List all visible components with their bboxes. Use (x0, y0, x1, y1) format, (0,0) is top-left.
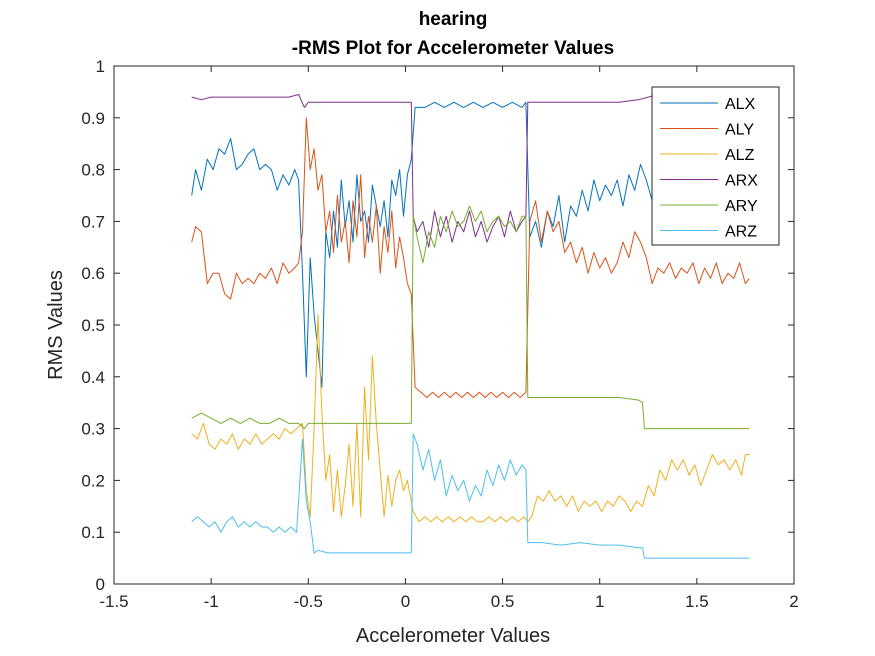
x-tick-label: 1.5 (685, 592, 709, 611)
y-axis-ticks: 0 0.1 0.2 0.3 0.4 0.5 0.6 0.7 0.8 0.9 1 (81, 57, 794, 594)
y-tick-label: 0.7 (81, 212, 105, 231)
x-axis-ticks: -1.5 -1 -0.5 0 0.5 1 1.5 2 (99, 66, 799, 611)
legend-label-ary: ARY (725, 198, 758, 215)
y-tick-label: 0.8 (81, 161, 105, 180)
y-tick-label: 0.1 (81, 523, 105, 542)
series-line-alz (191, 314, 750, 523)
series-lines (191, 94, 750, 559)
x-tick-label: 2 (789, 592, 798, 611)
chart-title-line-1: hearing (419, 9, 488, 30)
series-line-aly (191, 117, 750, 398)
legend-label-arx: ARX (725, 173, 758, 190)
y-axis-label: RMS Values (45, 270, 67, 380)
series-line-ary (191, 205, 750, 430)
x-tick-label: -1 (204, 592, 219, 611)
y-tick-label: 0.3 (81, 420, 105, 439)
series-line-arx (191, 94, 659, 248)
y-tick-label: 0.2 (81, 471, 105, 490)
x-tick-label: 1 (595, 592, 604, 611)
x-tick-label: 0.5 (491, 592, 515, 611)
y-tick-label: 0 (96, 575, 105, 594)
legend: ALX ALY ALZ ARX ARY ARZ (651, 86, 780, 246)
chart-title-line-2: -RMS Plot for Accelerometer Values (292, 38, 614, 59)
legend-label-arz: ARZ (725, 224, 757, 241)
legend-box (651, 86, 780, 246)
series-line-arz (191, 433, 750, 559)
chart-title-group: hearing -RMS Plot for Accelerometer Valu… (292, 9, 614, 59)
legend-label-aly: ALY (725, 122, 754, 139)
series-line-alx (191, 101, 659, 388)
legend-label-alx: ALX (725, 96, 756, 113)
y-tick-label: 0.9 (81, 109, 105, 128)
y-tick-label: 0.4 (81, 368, 105, 387)
y-tick-label: 0.5 (81, 316, 105, 335)
legend-label-alz: ALZ (725, 147, 755, 164)
y-tick-label: 1 (96, 57, 105, 76)
x-tick-label: 0 (401, 592, 410, 611)
x-tick-label: -0.5 (294, 592, 323, 611)
y-tick-label: 0.6 (81, 264, 105, 283)
x-tick-label: -1.5 (99, 592, 128, 611)
x-axis-label: Accelerometer Values (356, 625, 550, 647)
